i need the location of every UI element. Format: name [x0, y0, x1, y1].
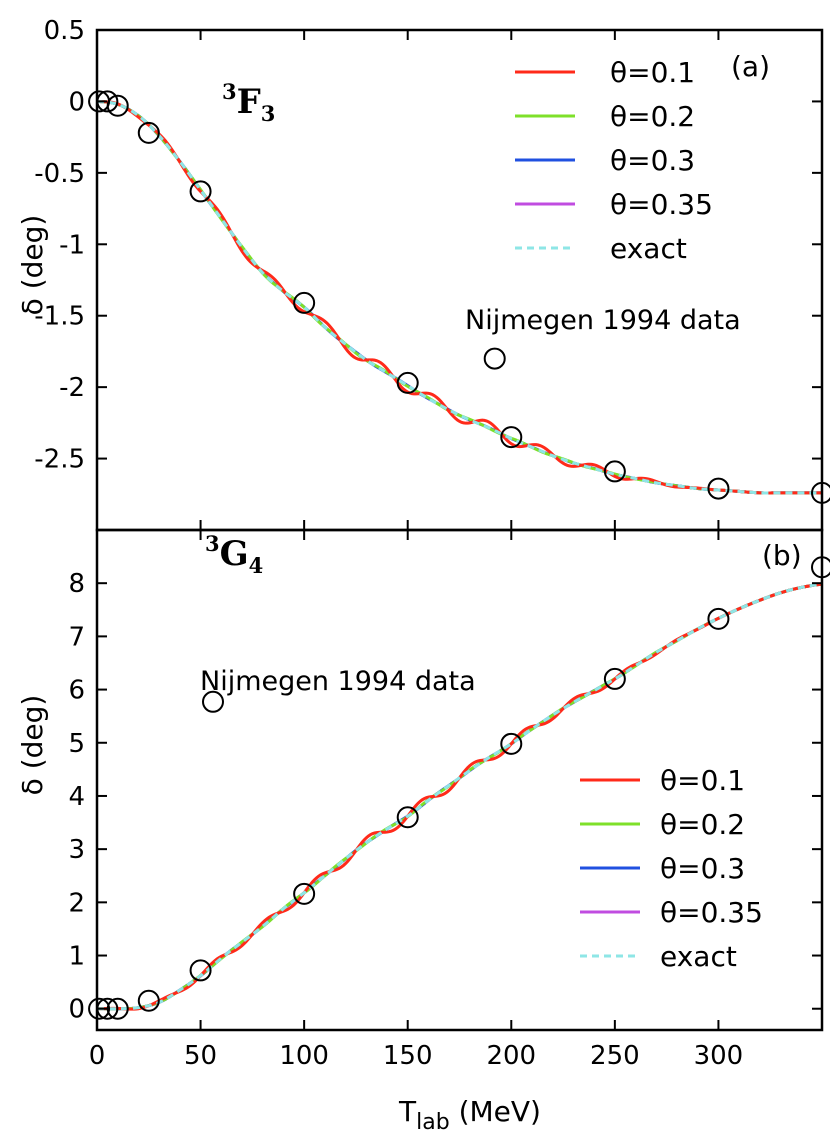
y-tick-label: 2: [68, 888, 85, 918]
x-tick-label: 100: [279, 1041, 329, 1071]
panel-a-y-axis-label: δ (deg): [16, 215, 49, 316]
panel-b-frame: [95, 528, 824, 1032]
panel-a-legend: θ=0.1 θ=0.2 θ=0.3 θ=0.35 exact: [515, 56, 713, 265]
data-point: [500, 732, 523, 755]
y-tick-label: 8: [68, 569, 85, 599]
data-point: [707, 607, 730, 630]
data-point: [106, 997, 129, 1020]
data-point: [189, 180, 212, 203]
legend-label: θ=0.35: [610, 188, 713, 221]
y-tick-label: 4: [68, 782, 85, 812]
y-tick-label: -1.5: [34, 302, 85, 332]
legend-label: θ=0.2: [660, 808, 745, 841]
y-tick-label: 0: [68, 995, 85, 1025]
data-point: [707, 477, 730, 500]
series-line-exact: [96, 99, 822, 495]
series-line-exact: [96, 582, 823, 1011]
panel-a: 0.5 0 -0.5 -1 -1.5 -2 -2.5 δ (deg) 3F3 (a) θ=0…: [16, 16, 830, 532]
legend-data-marker: [202, 690, 224, 713]
data-point: [293, 882, 316, 905]
x-tick-label: 250: [590, 1041, 640, 1071]
series-line-θ=0.2: [96, 99, 822, 495]
data-point: [500, 426, 523, 449]
legend-label: exact: [660, 940, 737, 973]
x-tick-label: 300: [694, 1041, 744, 1071]
panel-a-ticks: 0.5 0 -0.5 -1 -1.5 -2 -2.5: [34, 16, 822, 530]
legend-label: θ=0.1: [660, 764, 745, 797]
y-tick-label: 0.5: [44, 16, 85, 46]
y-tick-label: -2.5: [34, 445, 85, 475]
y-tick-label: 3: [68, 835, 85, 865]
panel-b-nijmegen-label: Nijmegen 1994 data: [200, 666, 476, 697]
y-tick-label: 1: [68, 942, 85, 972]
panel-a-tag: (a): [731, 50, 770, 83]
legend-data-marker: [483, 347, 506, 370]
y-tick-label: 5: [68, 729, 85, 759]
panel-a-nijmegen-label: Nijmegen 1994 data: [465, 305, 741, 336]
x-tick-label: 150: [383, 1041, 433, 1071]
panel-b-tag: (b): [762, 539, 802, 572]
legend-label: θ=0.1: [610, 56, 695, 89]
x-axis-label: Tlab (MeV): [398, 1095, 541, 1135]
x-tick-label: 50: [184, 1041, 217, 1071]
data-point: [137, 989, 160, 1012]
data-point: [106, 94, 129, 117]
data-point: [396, 371, 419, 394]
legend-label: exact: [610, 232, 687, 265]
panel-a-wave-label: 3F3: [222, 79, 275, 126]
y-tick-label: -1: [59, 230, 85, 260]
legend-label: θ=0.35: [660, 896, 763, 929]
legend-label: θ=0.3: [610, 144, 695, 177]
series-line-θ=0.1: [96, 99, 822, 495]
data-point: [88, 997, 111, 1020]
data-point: [189, 959, 212, 982]
y-tick-label: -0.5: [34, 159, 85, 189]
panel-b-curves: [96, 582, 823, 1011]
data-point: [396, 806, 419, 829]
panel-b-y-axis-label: δ (deg): [16, 695, 49, 796]
panel-b-wave-label: 3G4: [205, 531, 263, 578]
panel-a-curves: [96, 99, 822, 495]
panel-a-frame: [95, 28, 824, 532]
panel-b-ticks: 0 1 2 3 4 5 6 7 8 0 50 100 150 200 250 300: [68, 530, 822, 1071]
data-point: [603, 667, 626, 690]
panel-b-data-points: [88, 556, 830, 1020]
series-line-θ=0.3: [96, 99, 822, 495]
y-tick-label: 0: [68, 87, 85, 117]
legend-label: θ=0.2: [610, 100, 695, 133]
x-tick-label: 0: [89, 1041, 106, 1071]
y-tick-label: 6: [68, 676, 85, 706]
y-tick-label: -2: [59, 373, 85, 403]
panel-b-legend: θ=0.1 θ=0.2 θ=0.3 θ=0.35 exact: [580, 764, 763, 973]
data-point: [603, 460, 626, 483]
data-point: [293, 291, 316, 314]
data-point: [137, 121, 160, 144]
x-tick-label: 200: [486, 1041, 536, 1071]
panel-a-data-points: [88, 90, 830, 504]
y-tick-label: 7: [68, 622, 85, 652]
legend-label: θ=0.3: [660, 852, 745, 885]
series-line-θ=0.35: [96, 99, 822, 495]
